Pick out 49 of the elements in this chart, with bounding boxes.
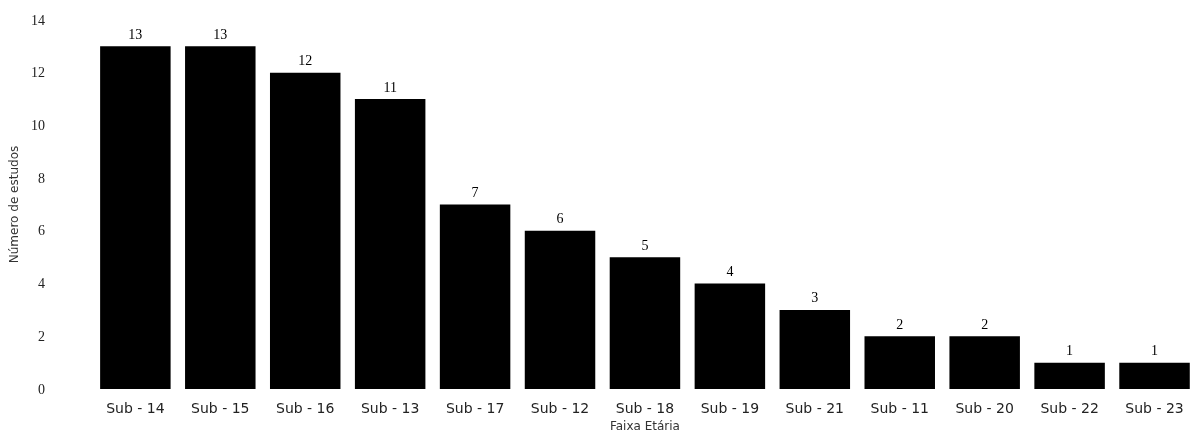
x-tick-label: Sub - 19 [700,400,760,416]
bar [1119,362,1190,389]
x-tick-label: Sub - 18 [615,400,675,416]
x-tick-label: Sub - 23 [1125,400,1184,416]
y-tick-label: 8 [37,170,45,186]
y-tick-label: 6 [37,223,45,239]
data-label: 13 [128,26,143,42]
data-label: 2 [896,316,904,332]
y-tick-label: 10 [30,117,45,133]
data-label: 7 [471,185,479,200]
y-tick-label: 4 [37,276,45,292]
data-label: 6 [556,211,564,227]
data-label: 3 [811,290,819,306]
data-label: 12 [298,53,313,69]
bar [100,46,171,389]
x-tick-label: Sub - 20 [955,400,1014,416]
x-tick-label: Sub - 11 [870,400,929,416]
data-label: 5 [641,237,649,253]
bar [1034,362,1105,389]
data-label: 1 [1066,343,1074,359]
bar [439,204,511,389]
x-tick-label: Sub - 15 [191,400,250,416]
data-label: 1 [1151,343,1159,359]
data-label: 13 [213,26,228,42]
x-tick-label: Sub - 16 [276,400,335,416]
bar [269,72,341,389]
y-tick-label: 2 [37,328,45,344]
x-axis-title: Faixa Etária [609,418,680,433]
bar [524,230,596,389]
bar [609,257,681,389]
x-tick-label: Sub - 22 [1040,400,1099,416]
data-label: 11 [383,79,397,95]
bar [354,99,426,389]
data-label: 4 [726,264,734,280]
bar [185,46,256,389]
y-axis-title: Número de estudos [7,145,21,264]
bar [779,309,851,389]
x-tick-label: Sub - 17 [445,400,505,416]
x-tick-label: Sub - 12 [530,400,590,416]
x-tick-label: Sub - 14 [106,400,165,416]
y-tick-label: 12 [30,65,45,81]
x-tick-label: Sub - 21 [785,400,845,416]
bar [864,336,935,389]
bar [949,336,1020,389]
y-tick-label: 14 [30,12,45,28]
bar [694,283,766,389]
y-tick-label: 0 [37,381,45,397]
data-label: 2 [981,316,989,332]
x-tick-label: Sub - 13 [360,400,420,416]
